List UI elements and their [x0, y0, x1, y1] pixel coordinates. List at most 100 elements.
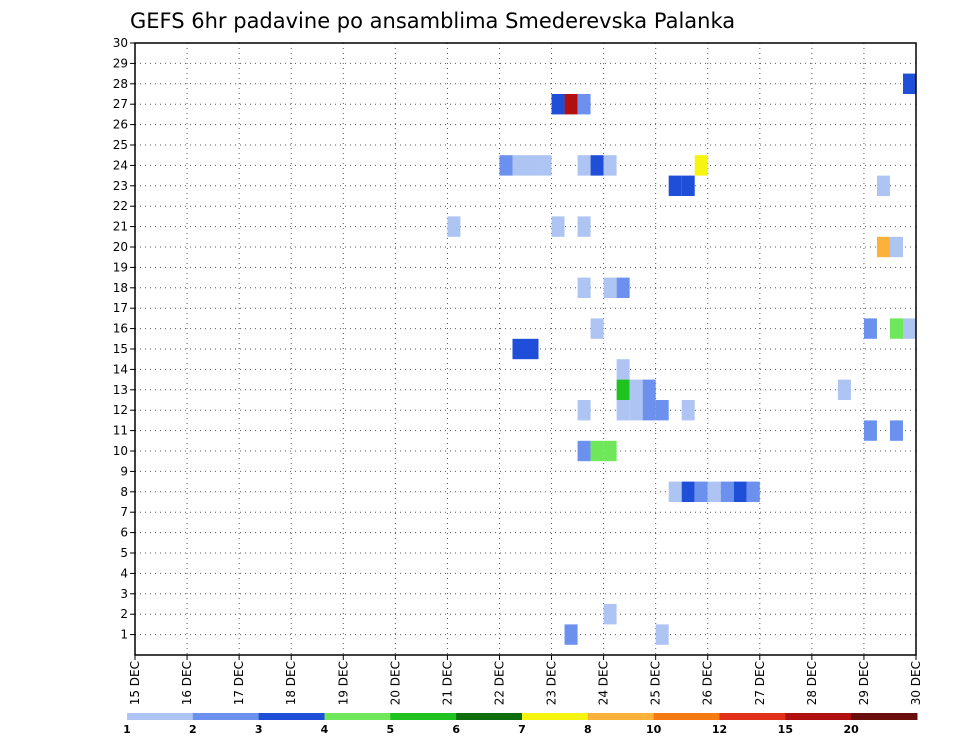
x-tick-label: 27 DEC [753, 661, 767, 705]
precip-cell [616, 277, 630, 298]
legend-swatch [456, 713, 523, 720]
precip-cell [863, 420, 877, 441]
y-tick-label: 21 [113, 220, 128, 234]
precip-cell [603, 440, 617, 462]
precip-cell [642, 379, 656, 400]
precip-cell [629, 400, 643, 421]
precip-cell [499, 155, 513, 176]
precip-cell [616, 400, 630, 421]
precip-cell [629, 379, 643, 400]
legend-label: 7 [518, 723, 526, 736]
y-tick-label: 23 [113, 179, 128, 193]
y-tick-label: 12 [113, 403, 128, 417]
y-tick-label: 14 [113, 362, 128, 376]
x-tick-label: 23 DEC [545, 661, 559, 705]
x-tick-label: 19 DEC [336, 661, 350, 705]
chart-title: GEFS 6hr padavine po ansamblima Smederev… [130, 9, 735, 33]
legend-label: 12 [712, 723, 727, 736]
precip-cell [694, 155, 708, 176]
y-tick-label: 16 [113, 322, 128, 336]
legend-swatch [851, 713, 918, 720]
legend-swatch [719, 713, 786, 720]
precip-cell [681, 481, 695, 502]
precip-cell [577, 440, 591, 462]
legend-label: 4 [321, 723, 329, 736]
precip-cell [746, 481, 760, 502]
grid [135, 42, 916, 655]
x-tick-label: 22 DEC [492, 661, 506, 705]
y-tick-label: 8 [120, 485, 128, 499]
legend-label: 8 [584, 723, 592, 736]
precip-cell [681, 175, 695, 196]
precip-cell [447, 216, 461, 237]
precip-cell [616, 359, 630, 380]
precip-cell [577, 400, 591, 421]
precip-cell [551, 94, 565, 115]
precip-cell [681, 400, 695, 421]
legend-label: 2 [189, 723, 197, 736]
precip-cell [876, 236, 890, 258]
legend-label: 5 [387, 723, 395, 736]
x-tick-label: 25 DEC [649, 661, 663, 705]
legend-swatch [258, 713, 325, 720]
x-tick-label: 28 DEC [805, 661, 819, 705]
y-tick-label: 19 [113, 260, 128, 274]
y-tick-label: 24 [113, 158, 128, 172]
precip-cell [603, 277, 617, 298]
y-tick-label: 13 [113, 383, 128, 397]
data-cells [447, 73, 916, 645]
x-axis: 15 DEC 16 DEC 17 DEC 18 DEC 19 DEC 20 DEC 21 D… [128, 655, 923, 705]
precip-cell [668, 481, 682, 502]
legend-label: 15 [778, 723, 793, 736]
y-tick-label: 11 [113, 424, 128, 438]
precip-cell [837, 379, 851, 400]
precip-cell [590, 318, 604, 339]
precip-cell [642, 400, 656, 421]
x-tick-label: 18 DEC [284, 661, 298, 705]
precip-cell [577, 155, 591, 176]
precip-cell [889, 420, 903, 441]
legend-label: 3 [255, 723, 263, 736]
precip-cell [577, 277, 591, 298]
precip-cell [889, 236, 903, 258]
legend-label: 20 [844, 723, 860, 736]
precip-cell [707, 481, 721, 502]
legend-swatch [390, 713, 457, 720]
precip-cell [525, 338, 539, 360]
y-tick-label: 1 [120, 628, 128, 642]
legend-swatch [587, 713, 655, 720]
x-tick-label: 30 DEC [909, 661, 923, 705]
precip-cell [655, 624, 669, 645]
precip-cell [525, 155, 539, 176]
y-tick-label: 29 [113, 56, 128, 70]
y-tick-label: 3 [120, 587, 128, 601]
y-tick-label: 30 [113, 36, 128, 50]
precip-cell [733, 481, 747, 502]
y-tick-label: 28 [113, 77, 128, 91]
y-tick-label: 18 [113, 281, 128, 295]
legend-label: 10 [646, 723, 662, 736]
x-tick-label: 16 DEC [180, 661, 194, 705]
precip-cell [512, 338, 526, 360]
precip-cell [512, 155, 526, 176]
precip-cell [577, 94, 591, 115]
precip-cell [538, 155, 552, 176]
precip-cell [902, 73, 916, 94]
y-tick-label: 15 [113, 342, 128, 356]
x-tick-label: 15 DEC [128, 661, 142, 705]
precip-cell [577, 216, 591, 237]
x-tick-label: 21 DEC [440, 661, 454, 705]
legend-label: 6 [452, 723, 460, 736]
x-tick-label: 24 DEC [597, 661, 611, 705]
precip-cell [720, 481, 734, 502]
legend-label: 1 [123, 723, 131, 736]
y-tick-label: 17 [113, 301, 128, 315]
precip-cell [616, 379, 630, 400]
y-tick-label: 10 [113, 444, 128, 458]
legend-swatch [192, 713, 260, 720]
y-tick-label: 25 [113, 138, 128, 152]
legend-swatch [785, 713, 852, 720]
y-tick-label: 5 [120, 546, 128, 560]
precip-cell [603, 155, 617, 176]
precip-cell [668, 175, 682, 196]
